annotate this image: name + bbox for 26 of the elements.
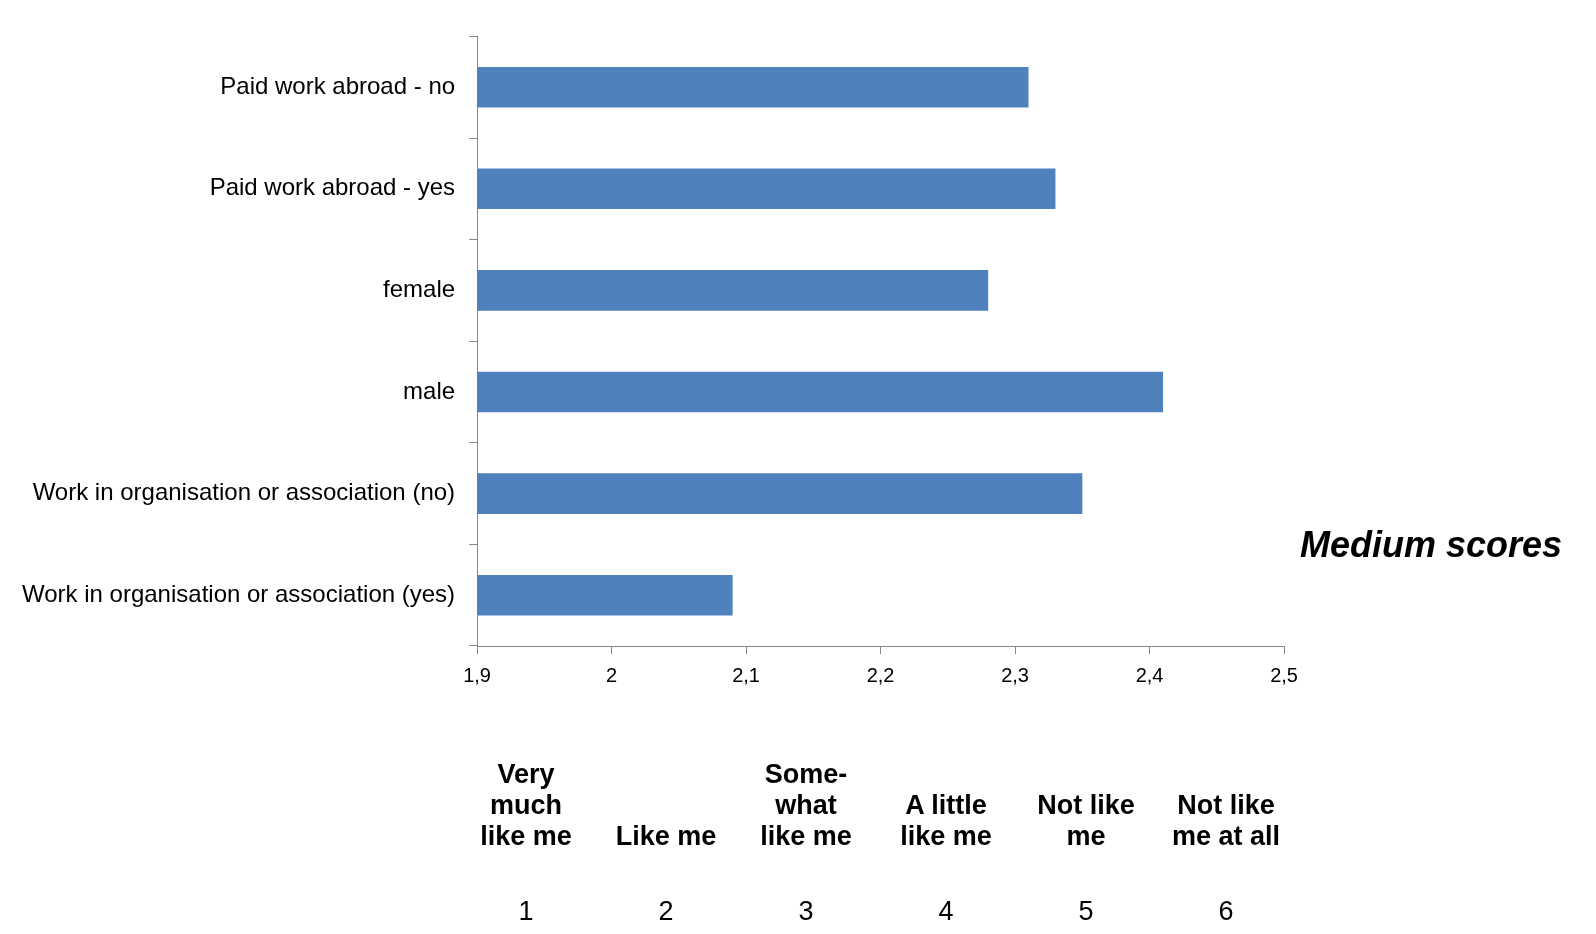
x-tick-label: 2,5: [1270, 663, 1298, 686]
text: Like me: [614, 820, 718, 852]
y-tick-label: Paid work abroad - no: [220, 71, 456, 99]
text: 6: [1218, 896, 1234, 927]
y-tick-label: male: [403, 376, 456, 404]
x-tick-label: 2: [606, 663, 618, 686]
y-tick-label: Work in organisation or association (yes): [22, 579, 456, 607]
text: Not like me at all: [1171, 789, 1281, 852]
text: 1: [518, 896, 534, 927]
text: Some-what like me: [759, 758, 853, 852]
x-tick-label: 2,1: [732, 663, 760, 686]
x-tick-label: 2,3: [1001, 663, 1029, 686]
text: Medium scores: [1300, 524, 1563, 566]
text: Not like me: [1036, 789, 1136, 852]
x-tick-label: 1,9: [463, 663, 491, 686]
x-tick-label: 2,4: [1135, 663, 1164, 686]
y-tick-label: female: [383, 275, 456, 303]
text: A little like me: [899, 789, 993, 852]
text: 2: [658, 896, 674, 927]
x-tick-label: 2,2: [866, 663, 895, 686]
y-tick-label: Work in organisation or association (no): [32, 478, 456, 506]
text: 4: [938, 896, 954, 927]
text: 3: [798, 896, 814, 927]
y-tick-label: Paid work abroad - yes: [209, 173, 456, 201]
text: Very much like me: [479, 758, 573, 852]
text: 5: [1078, 896, 1094, 927]
